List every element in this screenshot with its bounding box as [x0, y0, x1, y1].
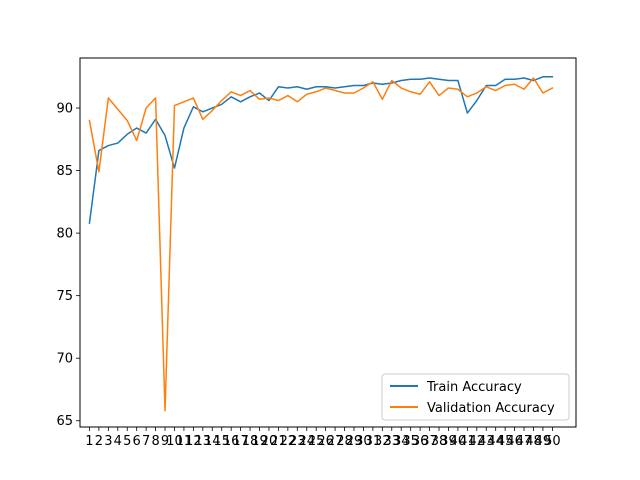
x-tick-label: 19: [251, 434, 268, 449]
x-tick-label: 50: [544, 434, 561, 449]
x-tick-label: 39: [440, 434, 457, 449]
x-tick-label: 43: [478, 434, 495, 449]
x-tick-label: 6: [133, 434, 141, 449]
x-tick-label: 32: [374, 434, 391, 449]
plot-area: [80, 58, 576, 427]
y-axis: 65 70 75 80 85 90: [56, 102, 80, 429]
x-tick-label: 17: [232, 434, 249, 449]
x-tick-label: 31: [365, 434, 382, 449]
x-tick-label: 28: [336, 434, 353, 449]
y-tick-label: 65: [56, 414, 73, 429]
x-tick-label: 47: [516, 434, 533, 449]
x-tick-label: 4: [114, 434, 122, 449]
x-tick-label: 27: [327, 434, 344, 449]
y-tick-label: 90: [56, 102, 73, 117]
x-tick-label: 9: [161, 434, 169, 449]
legend-label-train: Train Accuracy: [426, 380, 522, 395]
series-layer: [88, 76, 554, 412]
x-tick-label: 20: [261, 434, 278, 449]
x-tick-label: 23: [289, 434, 306, 449]
x-tick-label: 10: [166, 434, 183, 449]
x-tick-label: 18: [242, 434, 259, 449]
x-tick-label: 13: [195, 434, 212, 449]
x-tick-label: 46: [506, 434, 523, 449]
x-tick-label: 11: [176, 434, 193, 449]
x-tick-label: 25: [308, 434, 325, 449]
x-tick-label: 5: [123, 434, 131, 449]
x-tick-label: 42: [469, 434, 486, 449]
x-tick-label: 44: [487, 434, 504, 449]
legend-label-validation: Validation Accuracy: [427, 401, 555, 416]
x-tick-label: 8: [151, 434, 159, 449]
x-axis: 1 2 3 4 5 6 7 8 91011121314151617181920212223242…: [85, 427, 561, 449]
legend: Train Accuracy Validation Accuracy: [381, 373, 570, 421]
x-tick-label: 35: [402, 434, 419, 449]
x-tick-label: 22: [280, 434, 297, 449]
x-tick-label: 33: [383, 434, 400, 449]
x-tick-label: 41: [459, 434, 476, 449]
x-tick-label: 7: [142, 434, 150, 449]
x-tick-label: 38: [431, 434, 448, 449]
y-tick-label: 75: [56, 289, 73, 304]
plot-frame: [79, 57, 577, 428]
x-tick-label: 40: [450, 434, 467, 449]
x-tick-label: 37: [421, 434, 438, 449]
x-tick-label: 48: [525, 434, 542, 449]
x-tick-label: 26: [317, 434, 334, 449]
series-line-validation: [88, 77, 554, 412]
x-tick-label: 2: [95, 434, 103, 449]
y-tick-label: 85: [56, 164, 73, 179]
x-tick-label: 1: [85, 434, 93, 449]
x-tick-label: 14: [204, 434, 221, 449]
x-tick-label: 49: [535, 434, 552, 449]
x-tick-label: 34: [393, 434, 410, 449]
legend-box: [381, 373, 570, 421]
x-tick-label: 15: [213, 434, 230, 449]
series-line-train: [88, 76, 554, 224]
x-tick-label: 45: [497, 434, 514, 449]
x-tick-label: 24: [298, 434, 315, 449]
x-tick-label: 21: [270, 434, 287, 449]
x-tick-label: 36: [412, 434, 429, 449]
x-tick-label: 3: [104, 434, 112, 449]
y-tick-label: 80: [56, 227, 73, 242]
x-tick-label: 12: [185, 434, 202, 449]
x-tick-label: 29: [346, 434, 363, 449]
x-tick-label: 30: [355, 434, 372, 449]
x-tick-label: 16: [223, 434, 240, 449]
y-tick-label: 70: [56, 352, 73, 367]
